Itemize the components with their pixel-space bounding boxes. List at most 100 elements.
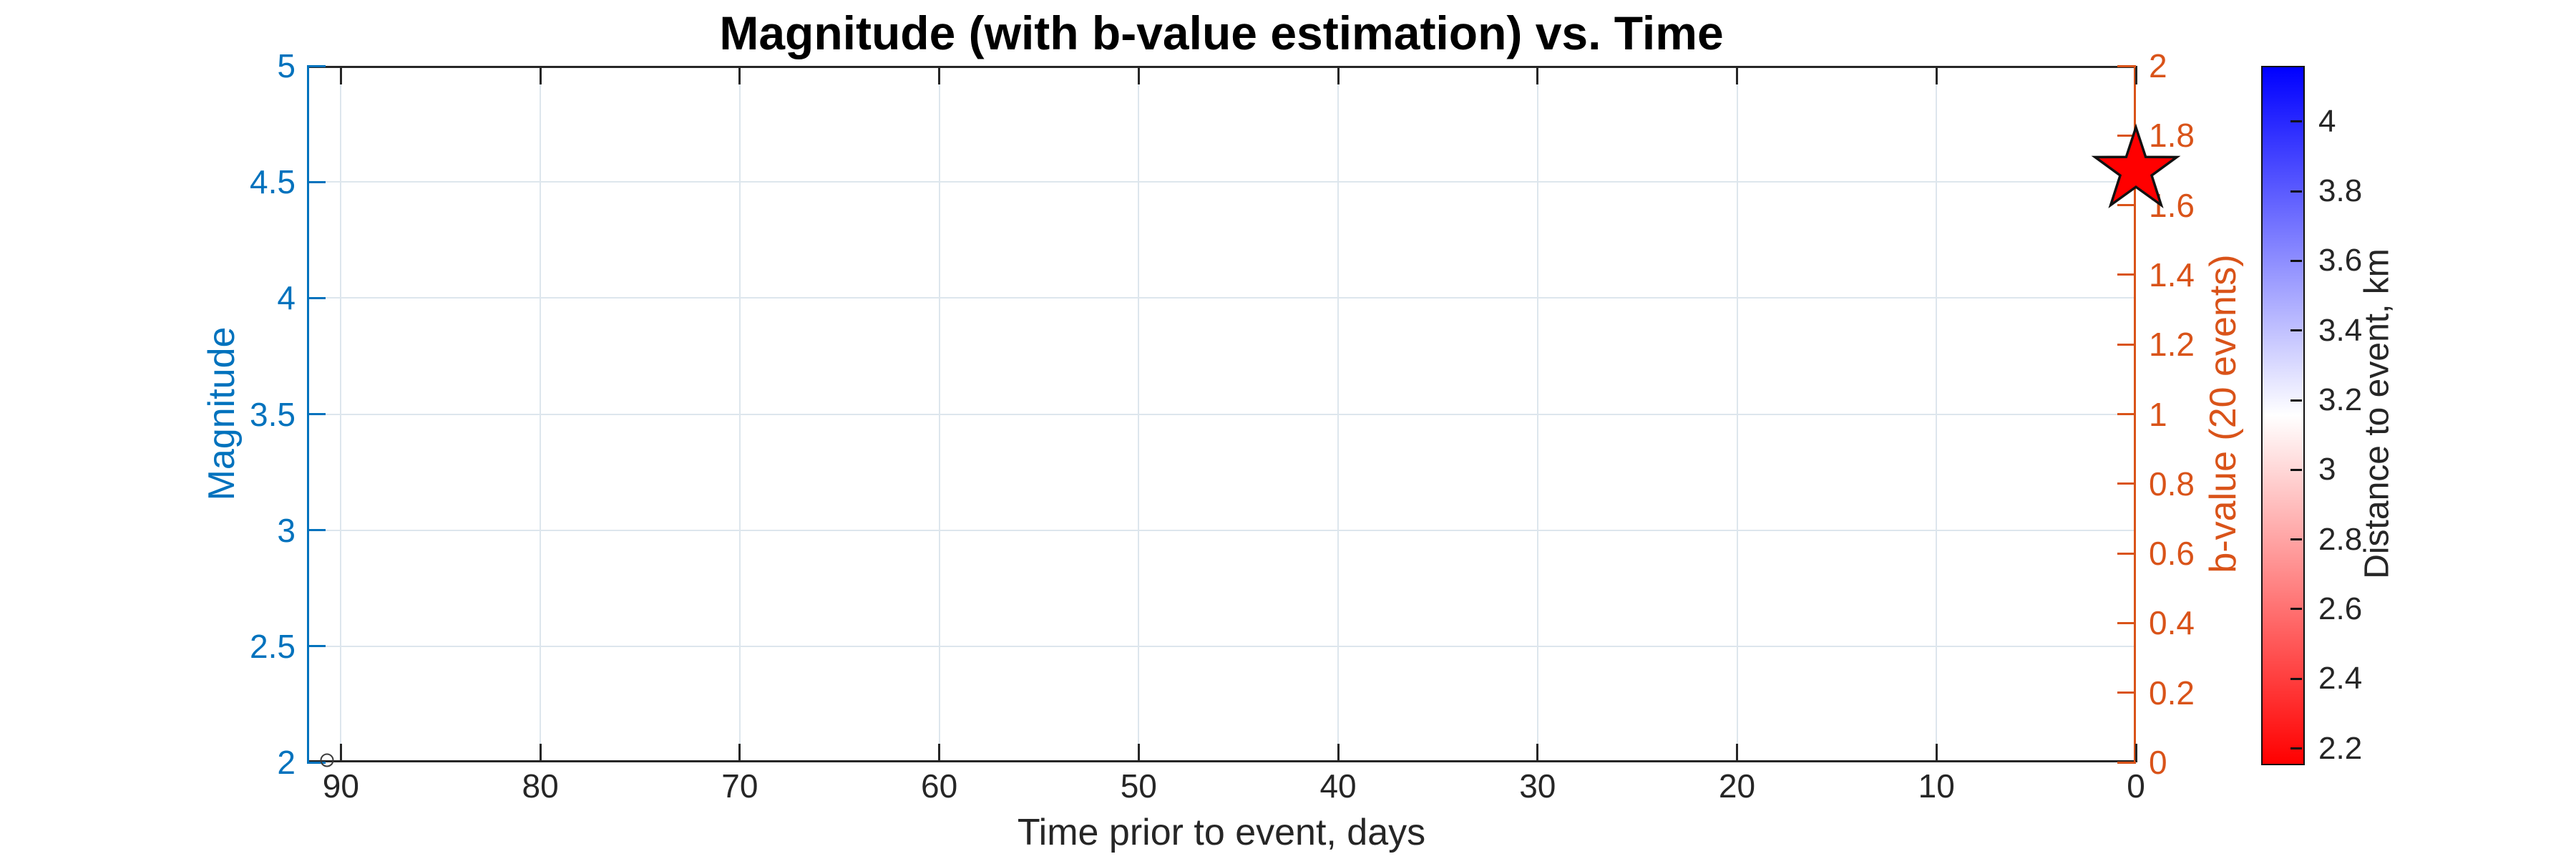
y-right-tick-label: 2: [2149, 47, 2167, 84]
y-right-tick-label: 0.4: [2149, 604, 2195, 642]
y-gridline: [307, 645, 2136, 647]
y-left-tick-mark: [307, 64, 326, 67]
x-tick-mark-top: [1536, 66, 1539, 84]
x-tick-mark: [1536, 744, 1539, 762]
y-left-tick-mark: [307, 180, 326, 183]
y-right-tick-mark: [2117, 621, 2136, 624]
y-right-tick-label: 0.2: [2149, 674, 2195, 712]
x-tick-mark: [2135, 744, 2137, 762]
x-tick-mark-top: [539, 66, 542, 84]
mainshock-star-marker: [2091, 123, 2181, 208]
x-tick-mark: [738, 744, 741, 762]
x-tick-label: 60: [920, 767, 958, 805]
colorbar-tick-label: 3.4: [2318, 312, 2363, 348]
x-tick-mark: [1337, 744, 1340, 762]
y-left-tick-label: 3: [277, 511, 296, 549]
y-gridline: [307, 529, 2136, 531]
x-tick-mark-top: [1736, 66, 1739, 84]
colorbar-tick-mark: [2290, 677, 2302, 680]
y-left-tick-mark: [307, 413, 326, 415]
mainshock-star-shape: [2091, 123, 2181, 208]
x-tick-mark: [1935, 744, 1938, 762]
x-tick-mark-top: [1137, 66, 1140, 84]
y-gridline: [307, 181, 2136, 183]
y-right-tick-label: 1.4: [2149, 256, 2195, 293]
chart-title: Magnitude (with b-value estimation) vs. …: [719, 6, 1724, 59]
colorbar-tick-mark: [2290, 747, 2302, 750]
y-right-tick-label: 0.8: [2149, 465, 2195, 503]
y-right-tick-mark: [2117, 413, 2136, 415]
y-right-tick-mark: [2117, 273, 2136, 276]
y-right-tick-label: 1.8: [2149, 117, 2195, 155]
y-right-tick-mark: [2117, 343, 2136, 346]
y-right-tick-label: 1: [2149, 395, 2167, 433]
colorbar-label: Distance to event, km: [2358, 248, 2396, 579]
y-left-tick-label: 5: [277, 47, 296, 84]
x-tick-mark-top: [738, 66, 741, 84]
x-tick-label: 40: [1319, 767, 1357, 805]
y-left-tick-mark: [307, 296, 326, 299]
colorbar-tick-label: 2.6: [2318, 591, 2363, 626]
x-tick-mark-top: [938, 66, 941, 84]
y-left-tick-label: 2.5: [250, 627, 296, 665]
colorbar-tick-label: 4: [2318, 103, 2336, 139]
event-circle-marker: [320, 753, 334, 767]
y-right-tick-mark: [2117, 204, 2136, 207]
colorbar-tick-label: 3.8: [2318, 173, 2363, 209]
colorbar-tick-mark: [2290, 120, 2302, 123]
axis-top-edge: [307, 66, 2136, 68]
y-right-tick-label: 1.2: [2149, 326, 2195, 364]
y-axis-right-label: b-value (20 events): [2202, 254, 2244, 573]
x-tick-label: 90: [322, 767, 359, 805]
x-tick-mark-top: [1337, 66, 1340, 84]
colorbar-tick-label: 2.4: [2318, 661, 2363, 697]
y-right-tick-mark: [2117, 552, 2136, 555]
colorbar-tick-mark: [2290, 399, 2302, 402]
colorbar-tick-mark: [2290, 259, 2302, 262]
y-right-tick-label: 0: [2149, 744, 2167, 781]
colorbar-tick-mark: [2290, 329, 2302, 332]
x-tick-mark-top: [2135, 66, 2137, 84]
y-left-tick-label: 4: [277, 279, 296, 317]
colorbar-tick-label: 3.6: [2318, 243, 2363, 278]
y-right-tick-mark: [2117, 134, 2136, 137]
colorbar-tick-mark: [2290, 190, 2302, 193]
x-tick-label: 0: [2127, 767, 2145, 805]
x-tick-label: 10: [1918, 767, 1955, 805]
colorbar-tick-label: 2.8: [2318, 521, 2363, 557]
x-tick-mark: [1137, 744, 1140, 762]
x-tick-mark: [339, 744, 342, 762]
x-tick-label: 50: [1120, 767, 1157, 805]
colorbar-tick-label: 3.2: [2318, 382, 2363, 418]
colorbar-tick-mark: [2290, 608, 2302, 611]
colorbar-tick-label: 2.2: [2318, 730, 2363, 766]
axis-bottom-edge: [307, 760, 2136, 762]
x-tick-mark-top: [339, 66, 342, 84]
y-right-tick-label: 0.6: [2149, 535, 2195, 573]
x-tick-label: 70: [721, 767, 758, 805]
y-gridline: [307, 413, 2136, 415]
y-left-tick-label: 4.5: [250, 163, 296, 201]
y-right-tick-mark: [2117, 64, 2136, 67]
y-gridline: [307, 297, 2136, 299]
x-tick-mark: [1736, 744, 1739, 762]
x-tick-label: 20: [1718, 767, 1756, 805]
colorbar-tick-mark: [2290, 538, 2302, 541]
y-left-tick-label: 3.5: [250, 395, 296, 433]
x-tick-mark: [938, 744, 941, 762]
y-left-tick-label: 2: [277, 744, 296, 781]
y-right-tick-mark: [2117, 482, 2136, 485]
x-tick-mark: [539, 744, 542, 762]
x-tick-label: 80: [522, 767, 559, 805]
colorbar-tick-mark: [2290, 468, 2302, 471]
y-left-tick-mark: [307, 529, 326, 532]
y-right-tick-mark: [2117, 761, 2136, 764]
y-axis-left-label: Magnitude: [201, 326, 243, 501]
colorbar-tick-label: 3: [2318, 452, 2336, 487]
colorbar: [2261, 66, 2305, 765]
x-axis-label: Time prior to event, days: [1017, 812, 1426, 853]
x-tick-label: 30: [1519, 767, 1556, 805]
y-right-tick-mark: [2117, 691, 2136, 694]
